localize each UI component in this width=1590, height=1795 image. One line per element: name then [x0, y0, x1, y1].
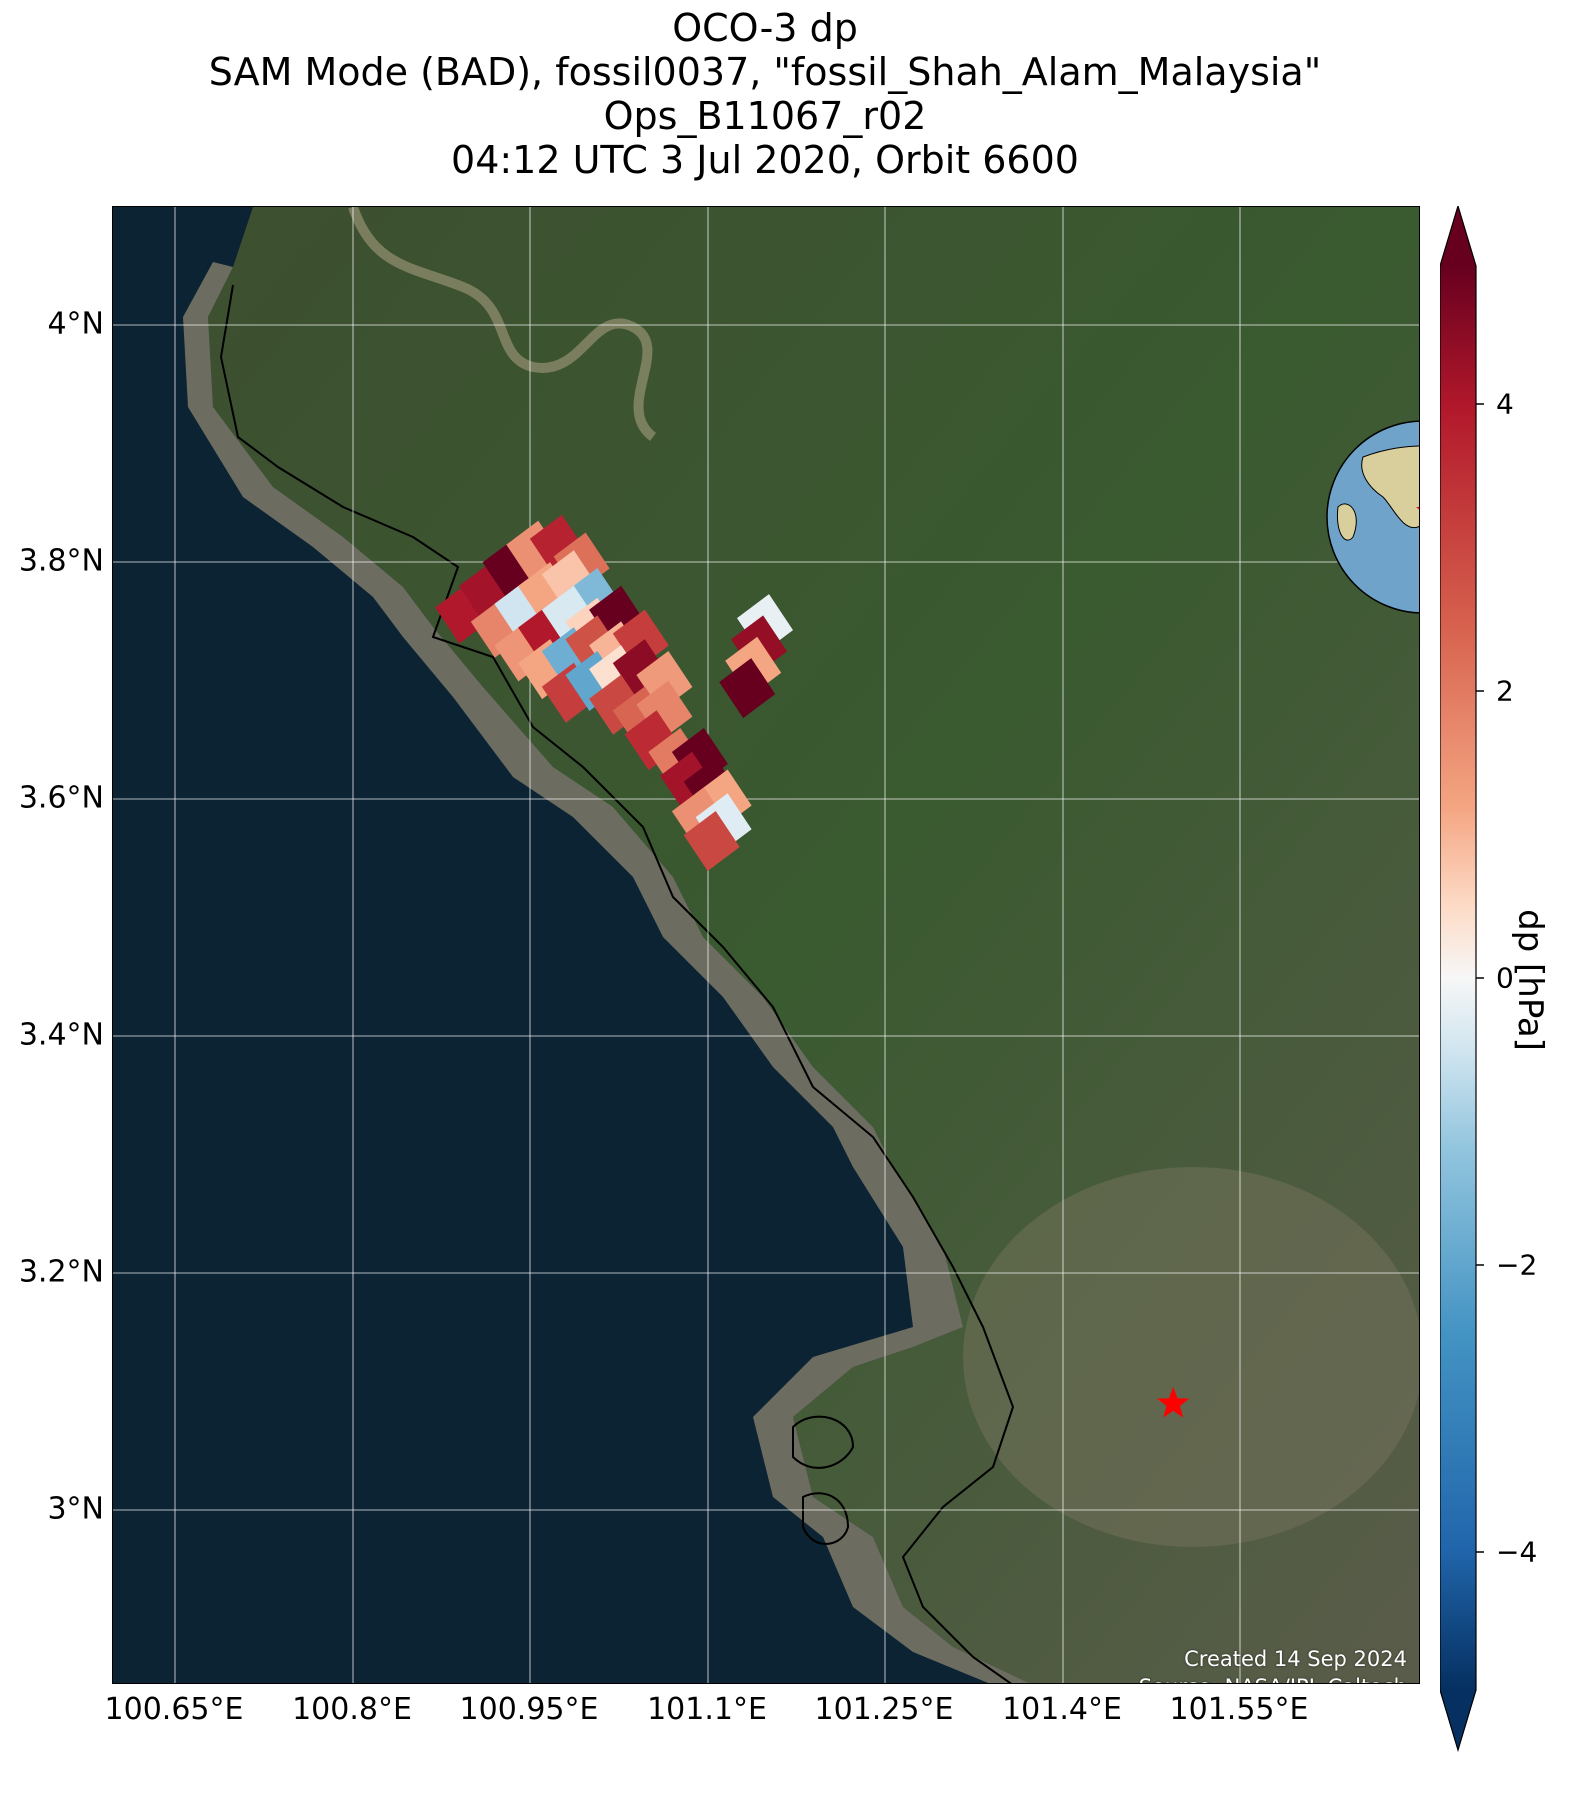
satellite-map[interactable]: Created 14 Sep 2024 Source: NASA/JPL-Cal…	[112, 206, 1420, 1684]
sediment-band	[183, 262, 1029, 1683]
colorbar-extend-bottom	[1440, 1690, 1476, 1750]
lon-tick-label: 100.8°E	[292, 1692, 412, 1727]
lon-tick-label: 101.4°E	[1002, 1692, 1122, 1727]
credit-created: Created 14 Sep 2024	[1184, 1647, 1407, 1671]
colorbar-label: dp [hPa]	[1510, 909, 1550, 1051]
graticule	[113, 207, 1419, 1683]
lon-tick-label: 100.65°E	[104, 1692, 244, 1727]
colorbar-body	[1440, 266, 1476, 1690]
lon-tick-label: 101.55°E	[1169, 1692, 1309, 1727]
colorbar	[1440, 206, 1484, 1753]
sounding-footprint	[719, 658, 776, 719]
colorbar-tick-label: 2	[1496, 674, 1514, 708]
credit-source: Source: NASA/JPL-Caltech	[1139, 1675, 1407, 1683]
lon-tick-label: 101.25°E	[814, 1692, 954, 1727]
river	[348, 207, 657, 441]
island-outline	[802, 1492, 850, 1545]
lat-tick-label: 3.2°N	[18, 1254, 104, 1290]
lon-tick-label: 101.1°E	[647, 1692, 767, 1727]
lon-tick-label: 100.95°E	[459, 1692, 599, 1727]
coastline	[219, 284, 1015, 1683]
colorbar-tick-label: −2	[1496, 1248, 1538, 1282]
basemap	[113, 207, 1419, 1683]
footprint-layer	[435, 514, 793, 871]
lat-tick-label: 4°N	[47, 306, 104, 342]
title-line-4: 04:12 UTC 3 Jul 2020, Orbit 6600	[451, 138, 1079, 182]
colorbar-tick-label: −4	[1496, 1535, 1538, 1569]
title-line-2: SAM Mode (BAD), fossil0037, "fossil_Shah…	[208, 50, 1322, 94]
colorbar-extend-top	[1440, 206, 1476, 266]
sounding-footprint	[683, 811, 740, 871]
urban-area	[963, 1167, 1419, 1547]
island-outline	[792, 1415, 855, 1469]
lat-tick-label: 3.4°N	[18, 1017, 104, 1053]
target-star-marker	[1157, 1386, 1190, 1418]
colorbar-tick-label: 4	[1496, 387, 1514, 421]
chart-title: OCO-3 dp SAM Mode (BAD), fossil0037, "fo…	[0, 6, 1530, 182]
title-line-1: OCO-3 dp	[672, 6, 858, 50]
colorbar-tick-label: 0	[1496, 961, 1514, 995]
title-line-3: Ops_B11067_r02	[603, 94, 927, 138]
lat-tick-label: 3°N	[47, 1491, 104, 1527]
lat-tick-label: 3.6°N	[18, 780, 104, 816]
inset-globe	[1326, 420, 1419, 614]
lat-tick-label: 3.8°N	[18, 543, 104, 579]
